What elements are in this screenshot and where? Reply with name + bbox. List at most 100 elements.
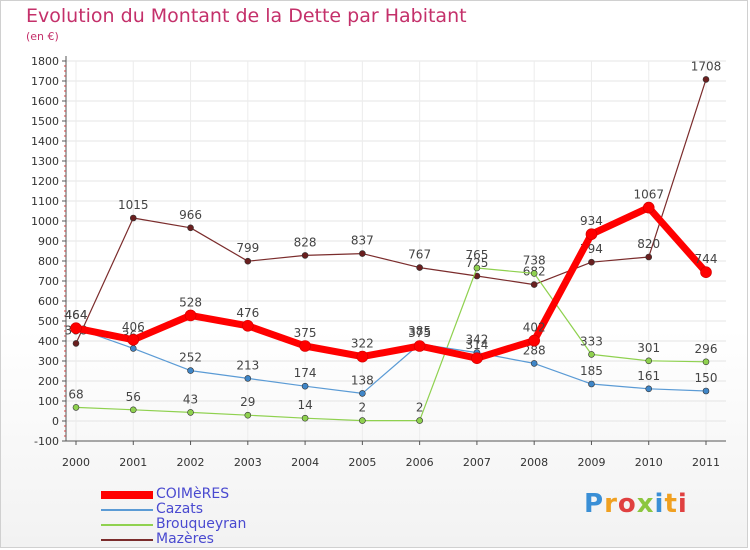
data-point-coim-res — [242, 319, 254, 332]
logo-letter: o — [617, 489, 637, 519]
data-label-cazats: 161 — [637, 369, 660, 383]
chart-legend: COIMèRES Cazats Brouqueyran Mazères — [101, 487, 246, 547]
data-point-brouqueyran — [473, 264, 481, 272]
data-point-cazats — [129, 345, 137, 352]
data-label-brouqueyran: 2 — [416, 401, 424, 415]
data-label-maz-res: 966 — [179, 208, 202, 222]
y-tick-label: 1300 — [31, 155, 59, 168]
data-label-brouqueyran: 14 — [297, 398, 312, 412]
legend-swatch — [101, 490, 153, 499]
data-label-coim-res: 402 — [523, 321, 546, 335]
y-tick-label: 600 — [38, 295, 59, 308]
data-label-maz-res: 1708 — [691, 59, 722, 73]
data-label-cazats: 385 — [408, 324, 431, 338]
y-tick-label: 1800 — [31, 55, 59, 68]
legend-label: Mazères — [156, 531, 214, 547]
data-point-maz-res — [416, 264, 423, 271]
y-tick-label: 300 — [38, 355, 59, 368]
logo-letter: x — [636, 489, 655, 519]
x-tick-label: 2001 — [119, 456, 147, 469]
y-tick-label: 200 — [38, 375, 59, 388]
legend-item: Brouqueyran — [101, 517, 246, 532]
series-line-cazats — [75, 327, 707, 394]
data-label-cazats: 150 — [695, 371, 718, 385]
data-point-cazats — [244, 375, 252, 382]
data-point-brouqueyran — [530, 270, 538, 277]
data-label-coim-res: 322 — [351, 337, 374, 351]
data-point-coim-res — [127, 333, 140, 346]
data-label-brouqueyran: 68 — [68, 387, 83, 401]
data-point-maz-res — [359, 250, 366, 257]
x-tick-label: 2006 — [406, 456, 434, 469]
data-point-coim-res — [70, 322, 82, 335]
data-point-brouqueyran — [702, 358, 710, 366]
data-label-brouqueyran: 738 — [523, 253, 546, 267]
data-label-maz-res: 1015 — [118, 198, 149, 212]
data-label-coim-res: 464 — [65, 308, 88, 322]
data-label-coim-res: 476 — [236, 306, 259, 320]
data-point-coim-res — [413, 340, 426, 352]
series-line-coim-res — [75, 204, 709, 362]
y-tick-label: 1100 — [31, 195, 59, 208]
data-label-coim-res: 406 — [122, 320, 145, 334]
x-tick-label: 2008 — [520, 456, 548, 469]
data-point-maz-res — [530, 281, 538, 288]
chart-unit: (en €) — [26, 30, 59, 43]
data-point-maz-res — [588, 258, 595, 266]
logo-letter: P — [584, 489, 605, 519]
data-label-coim-res: 744 — [695, 252, 718, 266]
data-point-cazats — [301, 382, 309, 390]
data-label-brouqueyran: 333 — [580, 334, 603, 348]
data-label-coim-res: 375 — [408, 326, 431, 340]
data-label-cazats: 288 — [523, 343, 546, 357]
data-label-cazats: 213 — [236, 358, 259, 372]
data-point-coim-res — [700, 266, 712, 279]
y-tick-label: 100 — [38, 395, 59, 408]
x-tick-label: 2007 — [463, 456, 491, 469]
data-point-brouqueyran — [72, 404, 80, 411]
data-label-maz-res: 837 — [351, 234, 374, 248]
data-point-cazats — [359, 390, 366, 397]
data-label-maz-res: 767 — [408, 248, 431, 262]
proxiti-logo: Proxiti — [584, 489, 688, 519]
y-tick-label: 1500 — [31, 115, 59, 128]
legend-item: Cazats — [101, 502, 246, 517]
y-tick-label: 900 — [38, 235, 59, 248]
legend-label: Cazats — [156, 501, 204, 517]
data-label-maz-res: 725 — [465, 256, 488, 270]
data-label-brouqueyran: 2 — [359, 401, 367, 415]
data-point-cazats — [187, 367, 194, 374]
x-tick-label: 2004 — [291, 456, 319, 469]
logo-letter: t — [664, 489, 678, 519]
data-point-coim-res — [356, 350, 369, 363]
data-point-cazats — [588, 380, 595, 388]
data-point-coim-res — [642, 201, 655, 214]
logo-letter: i — [654, 489, 665, 519]
x-tick-label: 2011 — [692, 456, 720, 469]
data-label-brouqueyran: 43 — [183, 392, 198, 406]
y-tick-label: 1600 — [31, 95, 59, 108]
data-point-maz-res — [301, 252, 309, 259]
data-label-coim-res: 1067 — [633, 188, 664, 202]
data-label-brouqueyran: 56 — [126, 390, 141, 404]
data-point-coim-res — [299, 340, 311, 352]
data-point-brouqueyran — [244, 411, 252, 419]
data-point-coim-res — [471, 352, 483, 365]
legend-swatch — [101, 523, 153, 526]
x-tick-label: 2005 — [348, 456, 376, 469]
series-line-maz-res — [75, 79, 707, 344]
data-label-coim-res: 375 — [294, 326, 317, 340]
data-point-coim-res — [528, 334, 540, 347]
data-label-cazats: 342 — [465, 333, 488, 347]
data-point-cazats — [530, 360, 538, 367]
data-label-coim-res: 934 — [580, 214, 603, 228]
data-point-coim-res — [184, 309, 197, 322]
data-label-coim-res: 314 — [465, 338, 488, 352]
y-tick-label: -100 — [34, 435, 59, 448]
data-point-maz-res — [702, 76, 710, 83]
data-point-cazats — [702, 387, 710, 395]
logo-letter: r — [604, 489, 618, 519]
data-label-cazats: 185 — [580, 364, 603, 378]
